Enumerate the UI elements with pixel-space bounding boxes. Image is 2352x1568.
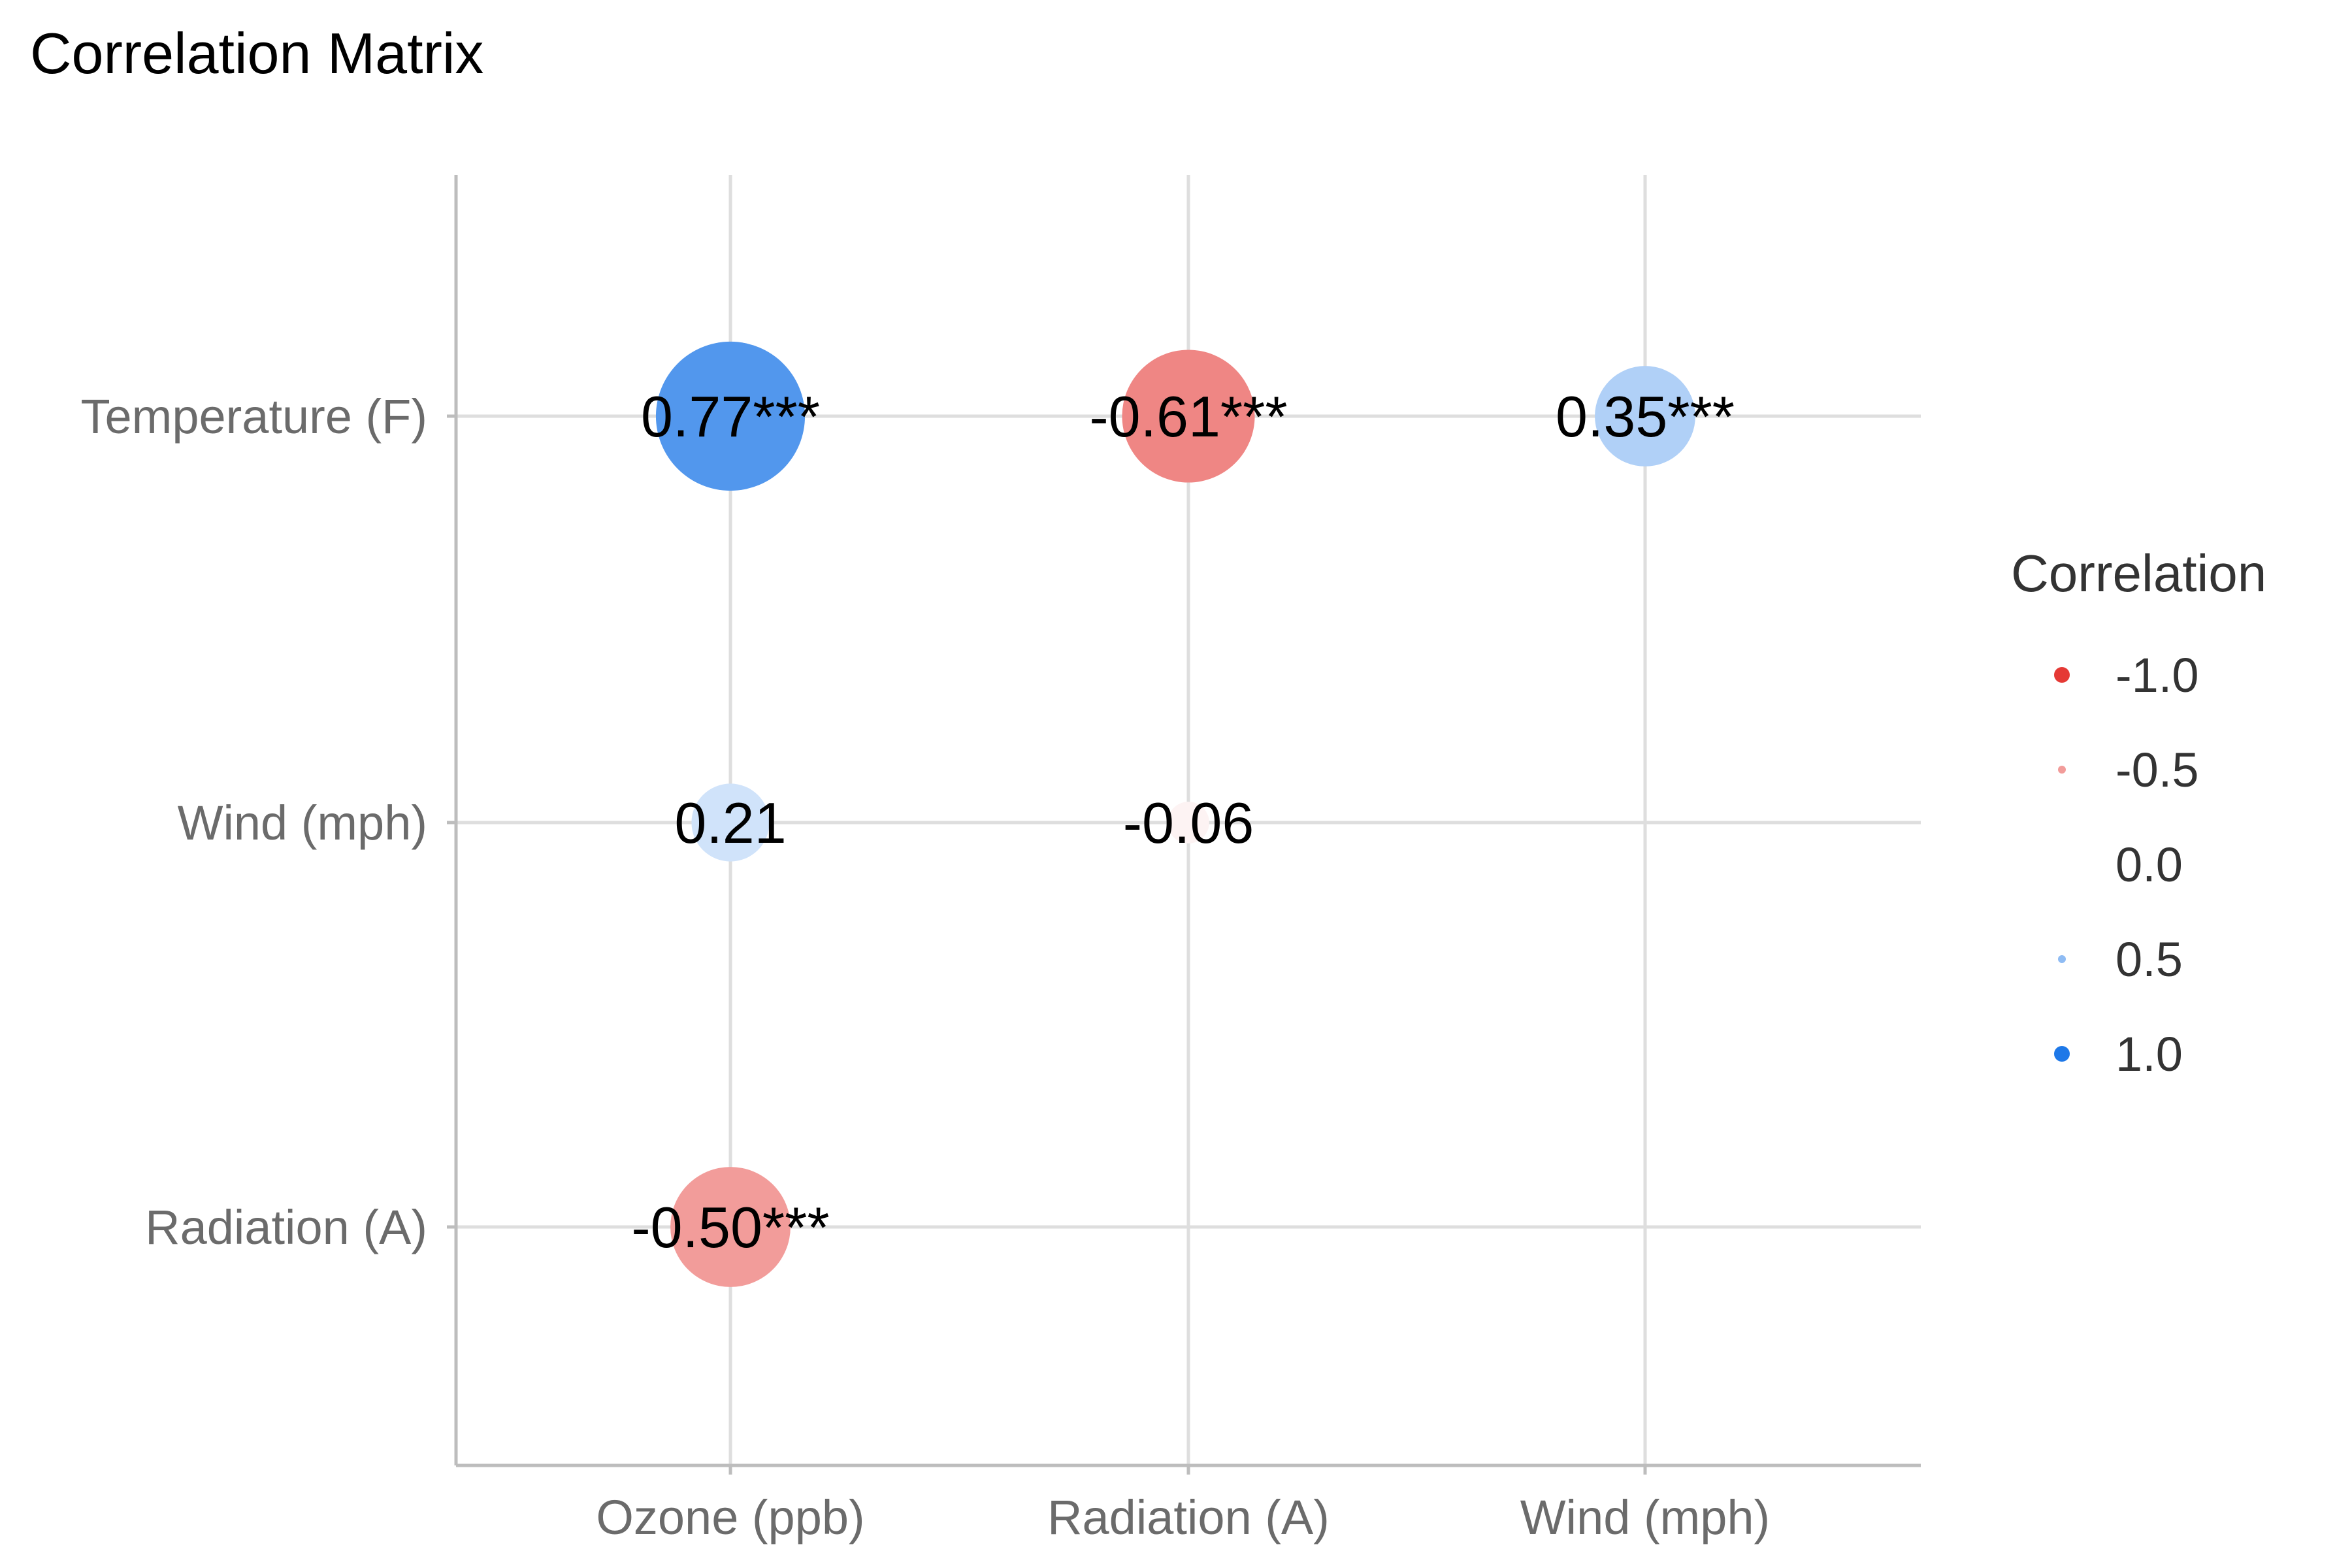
x-tick-label-radiation-a: Radiation (A) — [1047, 1490, 1330, 1544]
data-label-radiation-a-wind-mph: -0.06 — [1123, 791, 1254, 855]
correlation-point-wind-mph-temperature-f — [1595, 366, 1695, 466]
legend-key-0-5 — [2058, 766, 2066, 774]
x-tick-label-ozone-ppb: Ozone (ppb) — [596, 1490, 864, 1544]
legend-label-1-0: 1.0 — [2115, 1027, 2183, 1081]
legend-label-0-0: 0.0 — [2115, 838, 2183, 892]
chart-title: Correlation Matrix — [30, 21, 483, 86]
legend-label-0-5: -0.5 — [2115, 743, 2199, 797]
y-tick-label-radiation-a: Radiation (A) — [145, 1200, 427, 1254]
legend-label-1-0: -1.0 — [2115, 648, 2199, 702]
legend-label-0-5: 0.5 — [2115, 932, 2183, 987]
data-label-ozone-ppb-temperature-f: 0.77*** — [641, 384, 820, 449]
x-tick-label-wind-mph: Wind (mph) — [1520, 1490, 1770, 1544]
correlation-point-ozone-ppb-radiation-a — [670, 1167, 791, 1287]
labels-layer: 0.77*** -0.61*** 0.35*** 0.21 -0.06 -0.50*** — [631, 384, 1735, 1260]
data-label-wind-mph-temperature-f: 0.35*** — [1556, 384, 1735, 449]
axis-layer: Temperature (F) Wind (mph) Radiation (A) Oz… — [81, 175, 1921, 1544]
data-label-ozone-ppb-wind-mph: 0.21 — [674, 791, 786, 855]
correlation-point-radiation-a-temperature-f — [1122, 350, 1255, 483]
correlation-point-radiation-a-wind-mph — [1168, 802, 1209, 843]
correlation-point-ozone-ppb-wind-mph — [691, 783, 770, 862]
correlation-point-ozone-ppb-temperature-f — [655, 341, 806, 491]
y-tick-label-wind-mph: Wind (mph) — [178, 796, 427, 850]
legend: Correlation -1.0 -0.5 0.0 0.5 1.0 — [2011, 544, 2266, 1081]
points-layer — [655, 341, 1695, 1287]
y-tick-label-temperature-f: Temperature (F) — [81, 389, 427, 444]
data-label-ozone-ppb-radiation-a: -0.50*** — [631, 1195, 829, 1260]
legend-title: Correlation — [2011, 544, 2266, 602]
data-label-radiation-a-temperature-f: -0.61*** — [1089, 384, 1287, 449]
legend-key-1-0 — [2054, 667, 2070, 683]
legend-key-1-0 — [2054, 1046, 2070, 1062]
legend-key-0-5 — [2058, 955, 2066, 963]
